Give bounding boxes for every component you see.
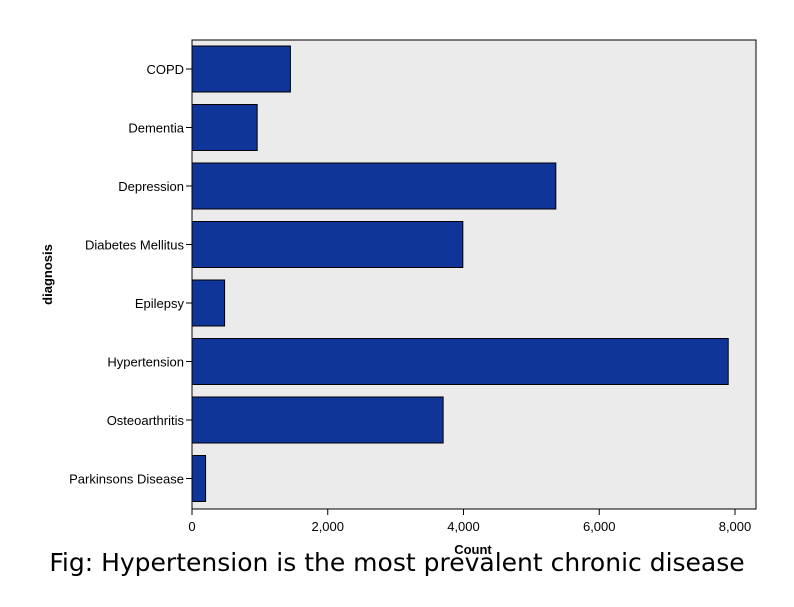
bar-epilepsy	[191, 279, 226, 327]
x-tick-label: 8,000	[719, 519, 752, 534]
x-tick-label: 4,000	[447, 519, 480, 534]
bar-parkinsons-disease	[191, 455, 207, 502]
y-axis-title: diagnosis	[40, 244, 55, 305]
bar-dementia	[191, 104, 258, 151]
x-axis-title: Count	[454, 542, 492, 557]
x-axis-ticks: 0 2,000 4,000 6,000 8,000	[188, 509, 751, 534]
bar-diabetes-mellitus	[191, 221, 464, 268]
y-tick-label: Depression	[118, 179, 184, 194]
bar-hypertension	[191, 338, 729, 385]
x-tick-label: 2,000	[311, 519, 344, 534]
y-tick-label: Dementia	[128, 121, 184, 136]
figure-caption: Fig: Hypertension is the most prevalent …	[49, 548, 745, 577]
y-tick-label: Hypertension	[107, 355, 184, 370]
x-tick-label: 0	[188, 519, 195, 534]
bar-copd	[191, 45, 291, 93]
bars-group	[191, 45, 729, 502]
y-tick-label: Diabetes Mellitus	[85, 238, 184, 253]
y-tick-label: Parkinsons Disease	[69, 472, 184, 487]
y-axis-ticks: COPD Dementia Depression Diabetes Mellitus E…	[69, 62, 192, 487]
bar-osteoarthritis	[191, 396, 444, 444]
y-tick-label: Osteoarthritis	[107, 413, 185, 428]
bar-depression	[191, 162, 557, 210]
x-tick-label: 6,000	[583, 519, 616, 534]
y-tick-label: COPD	[146, 62, 184, 77]
y-tick-label: Epilepsy	[135, 296, 185, 311]
